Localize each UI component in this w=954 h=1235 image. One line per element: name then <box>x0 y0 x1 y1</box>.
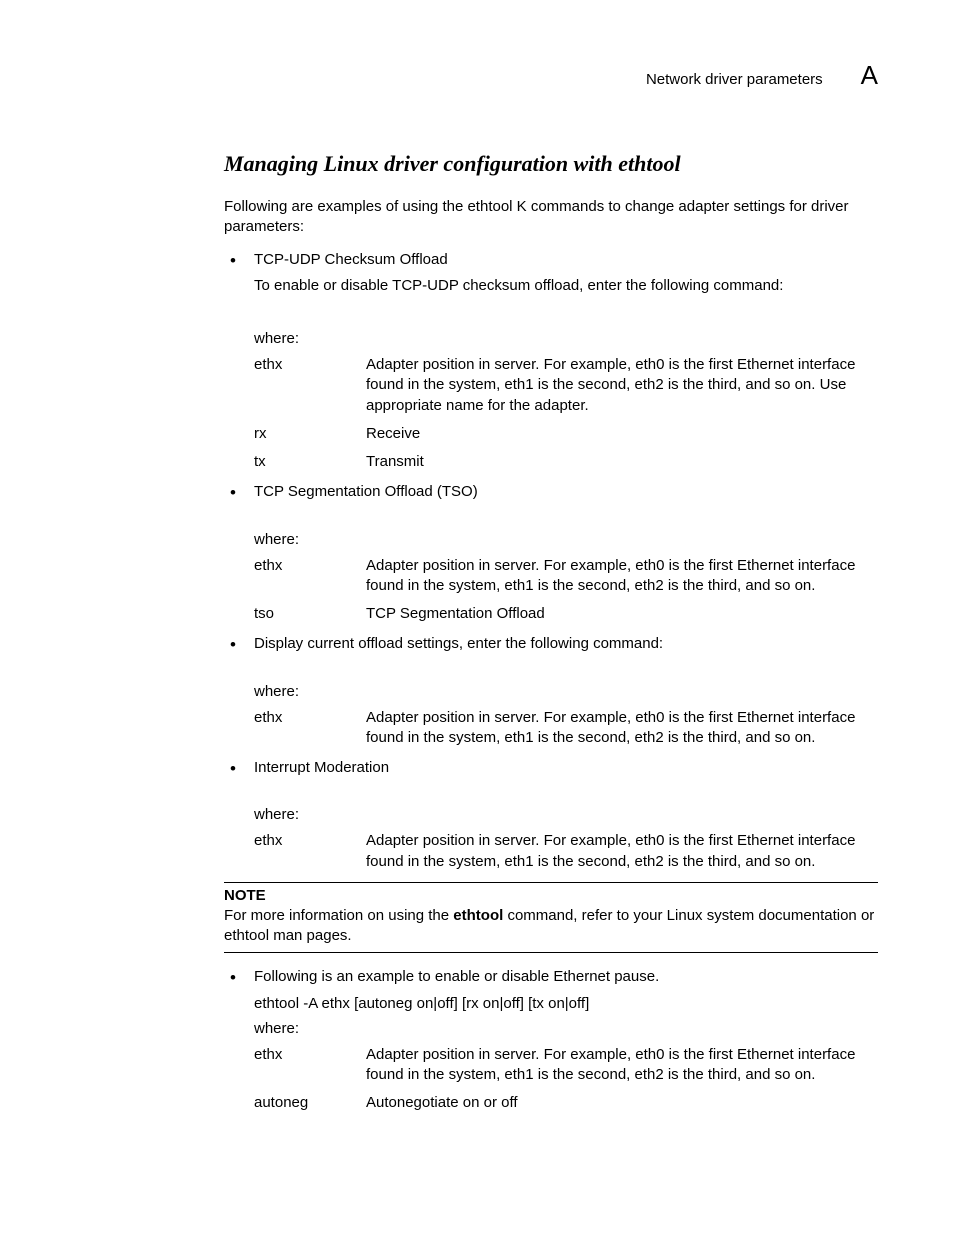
definition-row: ethx Adapter position in server. For exa… <box>254 831 878 872</box>
where-label: where: <box>254 531 878 548</box>
content-area: Managing Linux driver configuration with… <box>76 151 878 1114</box>
page: Network driver parameters A Managing Lin… <box>0 0 954 1184</box>
definition-list: ethx Adapter position in server. For exa… <box>254 355 878 472</box>
where-label: where: <box>254 806 878 823</box>
definition-description: Adapter position in server. For example,… <box>366 355 878 416</box>
definition-list: ethx Adapter position in server. For exa… <box>254 708 878 749</box>
item-heading: Display current offload settings, enter … <box>254 634 878 654</box>
definition-description: Autonegotiate on or off <box>366 1093 878 1113</box>
note-text-bold: ethtool <box>453 907 503 924</box>
definition-term: ethx <box>254 1045 366 1065</box>
definition-term: ethx <box>254 831 366 851</box>
definition-list: ethx Adapter position in server. For exa… <box>254 556 878 625</box>
definition-term: tso <box>254 604 366 624</box>
definition-description: TCP Segmentation Offload <box>366 604 878 624</box>
definition-row: ethx Adapter position in server. For exa… <box>254 1045 878 1086</box>
item-heading: TCP-UDP Checksum Offload <box>254 250 878 270</box>
where-label: where: <box>254 683 878 700</box>
definition-description: Adapter position in server. For example,… <box>366 708 878 749</box>
definition-list: ethx Adapter position in server. For exa… <box>254 1045 878 1114</box>
note-text-pre: For more information on using the <box>224 907 453 924</box>
definition-row: rx Receive <box>254 424 878 444</box>
list-item: TCP-UDP Checksum Offload To enable or di… <box>224 250 878 473</box>
bullet-list-2: Following is an example to enable or dis… <box>224 967 878 1113</box>
note-block: NOTE For more information on using the e… <box>224 882 878 954</box>
where-label: where: <box>254 1020 878 1037</box>
list-item: TCP Segmentation Offload (TSO) where: et… <box>224 482 878 624</box>
definition-term: ethx <box>254 355 366 375</box>
definition-description: Adapter position in server. For example,… <box>366 831 878 872</box>
header-appendix-letter: A <box>861 60 878 91</box>
definition-row: ethx Adapter position in server. For exa… <box>254 355 878 416</box>
definition-description: Adapter position in server. For example,… <box>366 556 878 597</box>
page-header: Network driver parameters A <box>76 60 878 91</box>
definition-term: autoneg <box>254 1093 366 1113</box>
bullet-list: TCP-UDP Checksum Offload To enable or di… <box>224 250 878 872</box>
note-label: NOTE <box>224 887 878 904</box>
definition-row: autoneg Autonegotiate on or off <box>254 1093 878 1113</box>
list-item: Display current offload settings, enter … <box>224 634 878 748</box>
item-command: ethtool -A ethx [autoneg on|off] [rx on|… <box>254 994 878 1014</box>
header-section-title: Network driver parameters <box>646 71 823 88</box>
where-label: where: <box>254 330 878 347</box>
item-heading: Following is an example to enable or dis… <box>254 967 878 987</box>
definition-term: rx <box>254 424 366 444</box>
definition-description: Receive <box>366 424 878 444</box>
intro-paragraph: Following are examples of using the etht… <box>224 197 878 238</box>
item-subtext: To enable or disable TCP-UDP checksum of… <box>254 276 878 296</box>
list-item: Following is an example to enable or dis… <box>224 967 878 1113</box>
definition-description: Adapter position in server. For example,… <box>366 1045 878 1086</box>
definition-row: tso TCP Segmentation Offload <box>254 604 878 624</box>
definition-term: tx <box>254 452 366 472</box>
definition-term: ethx <box>254 708 366 728</box>
list-item: Interrupt Moderation where: ethx Adapter… <box>224 758 878 872</box>
note-text: For more information on using the ethtoo… <box>224 906 878 947</box>
item-heading: Interrupt Moderation <box>254 758 878 778</box>
definition-list: ethx Adapter position in server. For exa… <box>254 831 878 872</box>
item-heading: TCP Segmentation Offload (TSO) <box>254 482 878 502</box>
main-heading: Managing Linux driver configuration with… <box>224 151 878 177</box>
definition-description: Transmit <box>366 452 878 472</box>
definition-row: ethx Adapter position in server. For exa… <box>254 556 878 597</box>
definition-row: tx Transmit <box>254 452 878 472</box>
definition-row: ethx Adapter position in server. For exa… <box>254 708 878 749</box>
definition-term: ethx <box>254 556 366 576</box>
